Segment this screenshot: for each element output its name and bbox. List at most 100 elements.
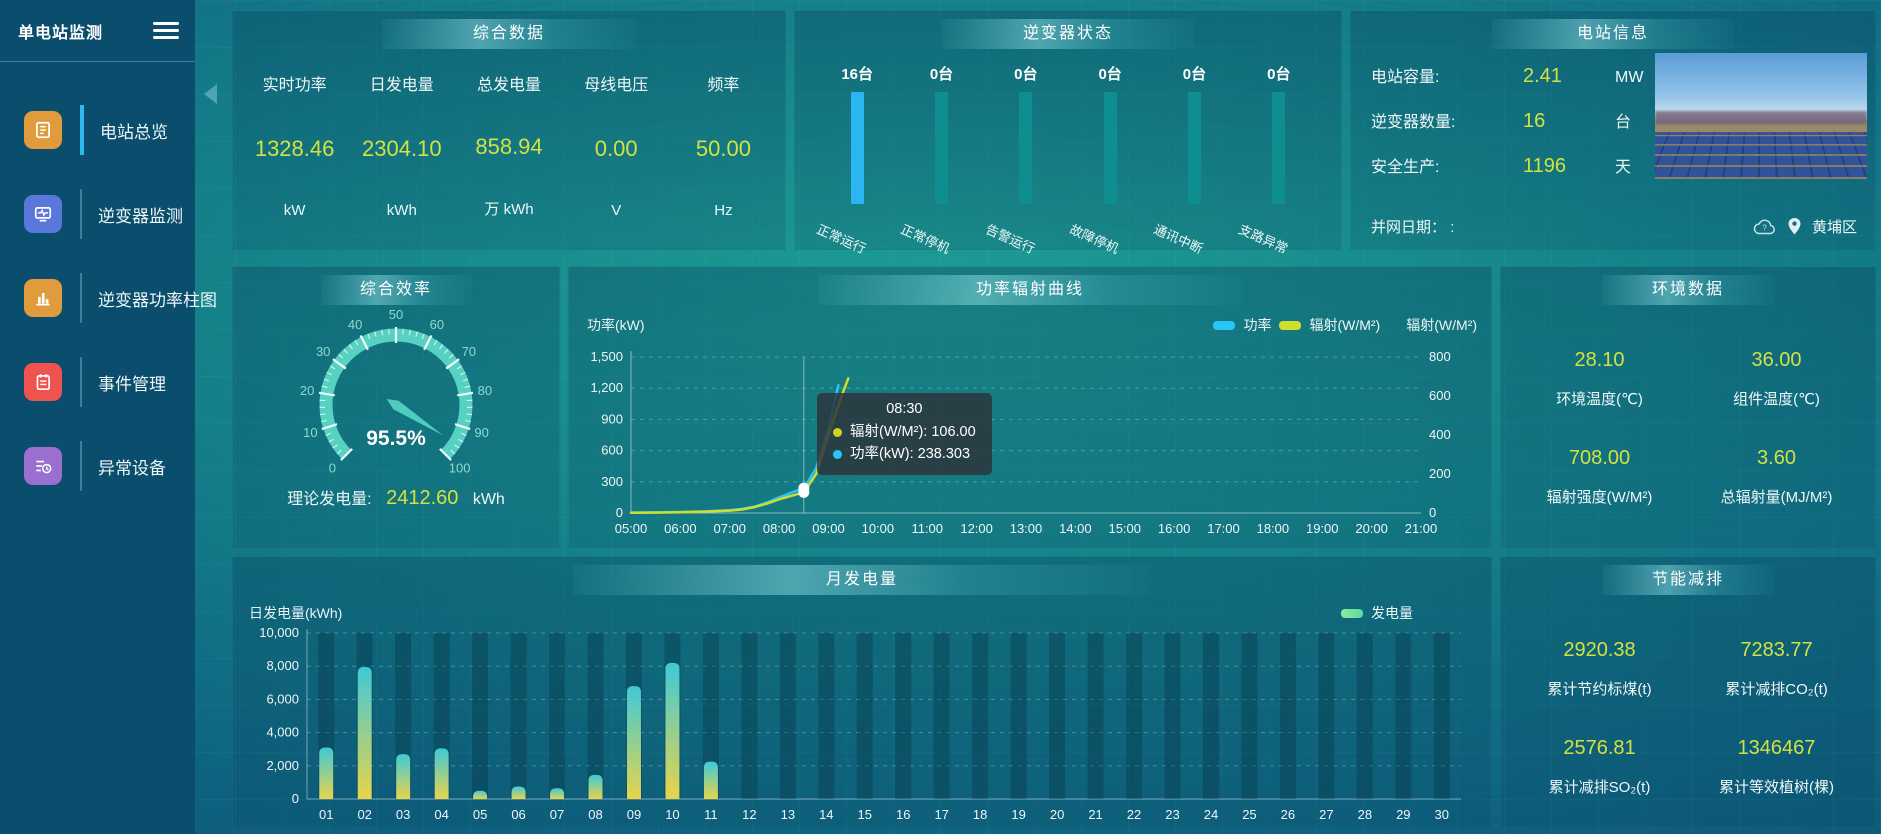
- sidebar-item-label: 事件管理: [98, 374, 166, 394]
- inverter-status-name: 故障停机: [1067, 221, 1122, 257]
- inverter-status-column: 16台 正常运行: [815, 63, 899, 256]
- inverter-status-bar: [934, 92, 948, 204]
- svg-text:300: 300: [601, 474, 623, 489]
- metric-label: 累计减排CO₂(t): [1725, 681, 1828, 698]
- bar-chart-icon: [24, 279, 62, 317]
- inverter-status-column: 0台 故障停机: [1068, 63, 1152, 256]
- svg-text:06:00: 06:00: [664, 521, 697, 536]
- monthly-axis-title: 日发电量(kWh): [249, 605, 343, 621]
- left-axis-title: 功率(kW): [587, 317, 645, 333]
- station-footer: 并网日期： : ? 黄埔区: [1351, 216, 1875, 237]
- right-axis-title: 辐射(W/M²): [1406, 317, 1477, 333]
- panel-title-summary: 综合数据: [382, 19, 636, 49]
- metric-cell: 2920.38 累计节约标煤(t): [1511, 639, 1688, 699]
- svg-text:11:00: 11:00: [911, 521, 943, 536]
- svg-text:07: 07: [550, 807, 564, 822]
- sidebar-item-3[interactable]: 逆变器功率柱图: [0, 256, 217, 340]
- svg-text:08: 08: [588, 807, 602, 822]
- metric-label: 频率: [707, 77, 740, 94]
- svg-text:50: 50: [389, 309, 403, 322]
- svg-text:30: 30: [316, 344, 330, 359]
- svg-text:27: 27: [1319, 807, 1333, 822]
- tooltip-item: 辐射(W/M²): 106.00: [833, 421, 976, 443]
- metric-unit: kW: [283, 202, 306, 219]
- metric-unit: V: [611, 202, 622, 219]
- monthly-bar-chart[interactable]: 0 2,000 4,000 6,000 8,000 10,000 01 02 03 04 05 06 0…: [233, 623, 1485, 833]
- metric-label: 实时功率: [262, 77, 327, 94]
- efficiency-gauge[interactable]: 0 10 20 30 40 50 60 70 80 90 100 95.5%: [266, 309, 526, 479]
- svg-text:19: 19: [1011, 807, 1025, 822]
- svg-text:70: 70: [462, 344, 476, 359]
- svg-text:28: 28: [1358, 807, 1372, 822]
- metric-value: 2304.10: [362, 135, 442, 161]
- inverter-status-column: 0台 正常停机: [899, 63, 983, 256]
- curve-legend[interactable]: 功率 辐射(W/M²): [1213, 315, 1380, 335]
- menu-item-separator: [80, 441, 82, 491]
- summary-metric: 日发电量 2304.10 kWh: [348, 71, 455, 219]
- tooltip-time: 08:30: [886, 401, 923, 417]
- svg-text:06: 06: [511, 807, 525, 822]
- svg-text:23: 23: [1165, 807, 1179, 822]
- svg-text:4,000: 4,000: [266, 725, 299, 740]
- tooltip-item-text: 功率(kW): 238.303: [850, 446, 971, 462]
- svg-text:25: 25: [1242, 807, 1256, 822]
- inverter-count-label: 0台: [1014, 66, 1038, 83]
- sidebar-item-label: 电站总览: [100, 122, 168, 142]
- inverter-count-label: 0台: [1267, 66, 1291, 83]
- panel-title-energy-saving: 节能减排: [1601, 565, 1775, 595]
- svg-text:05: 05: [473, 807, 487, 822]
- sidebar-menu: 电站总览逆变器监测 逆变器功率柱图事件管理异常设备: [0, 62, 217, 508]
- inverter-status-name: 正常运行: [814, 221, 869, 257]
- sidebar-item-4[interactable]: 事件管理: [0, 340, 195, 424]
- inverter-status-chart[interactable]: 16台 正常运行 0台 正常停机 0台 告警运行 0台 故障停机 0台 通讯中断 0台 支路异常: [795, 49, 1341, 256]
- svg-text:30: 30: [1435, 807, 1449, 822]
- metric-value: 36.00: [1751, 349, 1802, 371]
- svg-text:02: 02: [357, 807, 371, 822]
- svg-text:09:00: 09:00: [812, 521, 845, 536]
- svg-text:12:00: 12:00: [960, 521, 993, 536]
- power-radiation-chart[interactable]: 0 300 600 900 1,200 1,500 0 200 400 600 800 05:00 06…: [569, 335, 1491, 549]
- metric-cell: 3.60 总辐射量(MJ/M²): [1688, 447, 1865, 507]
- metric-label: 累计减排SO₂(t): [1548, 779, 1651, 796]
- menu-item-separator: [80, 105, 84, 155]
- metric-value: 1328.46: [254, 135, 335, 161]
- svg-text:0: 0: [616, 505, 623, 520]
- svg-text:900: 900: [601, 411, 623, 426]
- svg-text:80: 80: [478, 383, 492, 398]
- gauge-value: 95.5%: [366, 427, 426, 450]
- summary-metrics: 实时功率 1328.46 kW 日发电量 2304.10 kWh 总发电量 858.94 万 k…: [233, 49, 785, 245]
- svg-text:0: 0: [329, 461, 336, 476]
- station-row-label: 安全生产:: [1371, 159, 1440, 176]
- legend-swatch-radiation: [1279, 320, 1302, 330]
- panel-title-station-info: 电站信息: [1492, 19, 1734, 49]
- inverter-status-bar: [1019, 92, 1033, 204]
- svg-text:600: 600: [601, 443, 623, 458]
- sidebar-collapse-arrow[interactable]: [204, 84, 217, 104]
- sidebar-item-1[interactable]: 电站总览: [0, 88, 195, 172]
- panel-monthly-generation: 月发电量 日发电量(kWh) 发电量 0 2,000 4,000 6,000 8,000…: [232, 556, 1492, 828]
- svg-text:17: 17: [934, 807, 948, 822]
- metric-value: 3.60: [1757, 447, 1796, 469]
- station-info-rows: 电站容量: 2.41 MW 逆变器数量: 16 台安全生产: 1196 天: [1371, 63, 1875, 198]
- location-pin-icon: [1788, 218, 1801, 235]
- sidebar-item-2[interactable]: 逆变器监测: [0, 172, 195, 256]
- metric-label: 累计节约标煤(t): [1547, 681, 1652, 698]
- sidebar-header: 单电站监测: [0, 0, 195, 62]
- svg-text:20:00: 20:00: [1355, 521, 1388, 536]
- summary-metric: 频率 50.00 Hz: [670, 71, 777, 219]
- inverter-count-label: 0台: [929, 66, 954, 83]
- weather-cloud-icon: ?: [1753, 219, 1775, 235]
- svg-text:40: 40: [348, 317, 362, 332]
- station-row-unit: MW: [1615, 69, 1644, 86]
- metric-cell: 7283.77 累计减排CO₂(t): [1688, 639, 1865, 699]
- svg-text:20: 20: [1050, 807, 1064, 822]
- metric-label: 组件温度(℃): [1733, 391, 1820, 408]
- metric-value: 2920.38: [1563, 639, 1636, 661]
- svg-text:11: 11: [704, 807, 718, 822]
- sidebar-item-label: 异常设备: [98, 458, 166, 478]
- legend-label-radiation: 辐射(W/M²): [1309, 317, 1381, 333]
- sidebar-item-5[interactable]: 异常设备: [0, 424, 195, 508]
- monthly-legend[interactable]: 发电量: [1341, 603, 1413, 623]
- hamburger-menu-icon[interactable]: [153, 22, 179, 39]
